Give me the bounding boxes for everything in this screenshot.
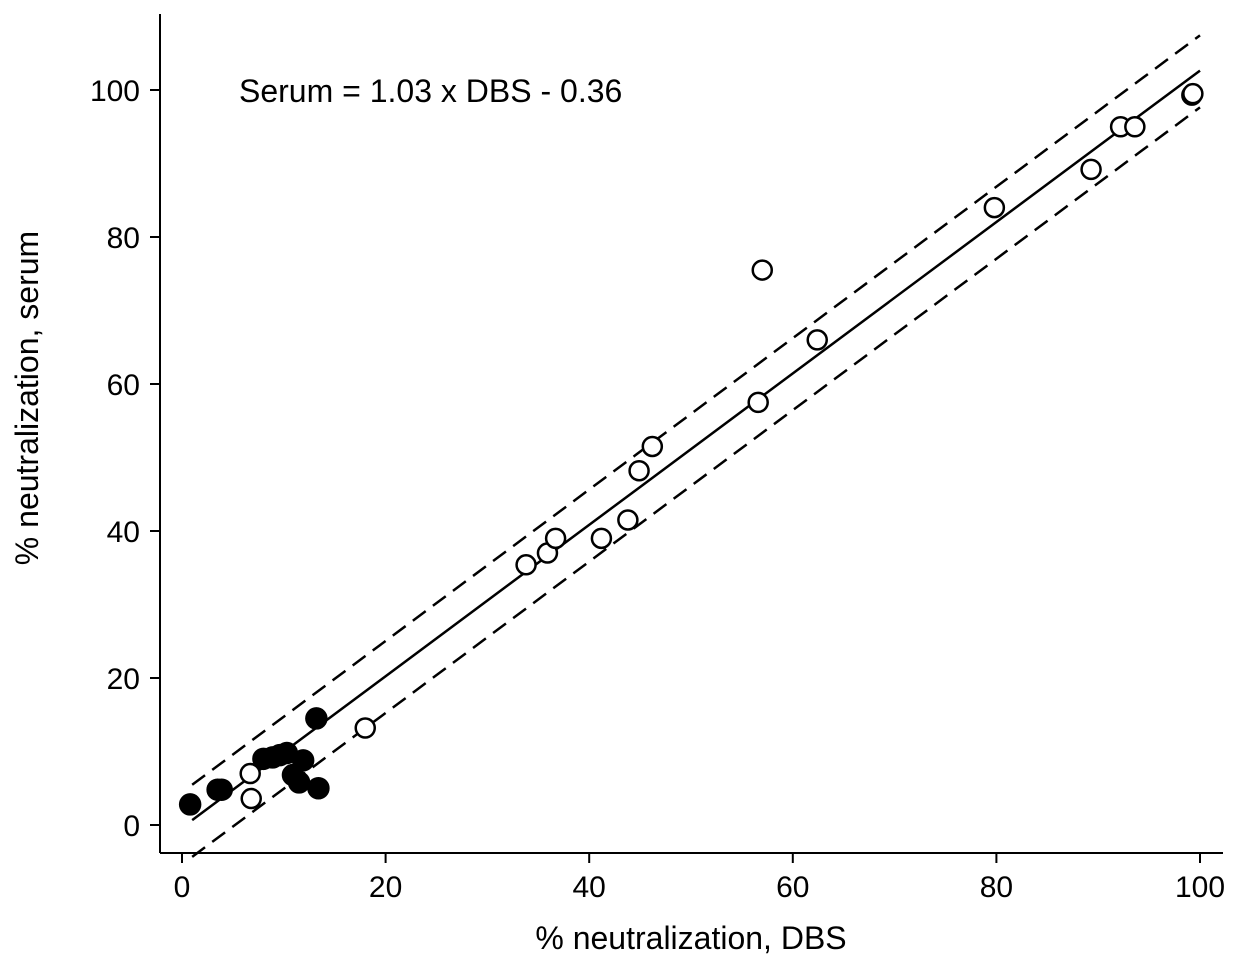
open-data-point — [242, 789, 261, 808]
open-data-point — [618, 510, 637, 529]
regression-equation: Serum = 1.03 x DBS - 0.36 — [239, 73, 622, 109]
y-tick-label: 0 — [123, 810, 140, 843]
x-tick-label: 20 — [369, 871, 402, 904]
open-data-point — [749, 393, 768, 412]
open-data-point — [1082, 160, 1101, 179]
y-axis-title: % neutralization, serum — [9, 231, 45, 565]
y-tick-label: 20 — [107, 663, 140, 696]
open-data-point — [546, 529, 565, 548]
x-tick-label: 0 — [174, 871, 191, 904]
x-tick-label: 40 — [573, 871, 606, 904]
y-tick-label: 60 — [107, 369, 140, 402]
x-tick-label: 100 — [1175, 871, 1225, 904]
open-data-point — [643, 437, 662, 456]
open-data-point — [630, 461, 649, 480]
x-axis-title: % neutralization, DBS — [535, 920, 846, 955]
filled-data-point — [293, 750, 313, 770]
y-tick-label: 100 — [90, 75, 140, 108]
open-data-point — [753, 261, 772, 280]
x-tick-label: 60 — [776, 871, 809, 904]
filled-data-point — [306, 708, 326, 728]
upper-confidence-line — [192, 35, 1200, 784]
y-tick-label: 40 — [107, 516, 140, 549]
y-tick-label: 80 — [107, 222, 140, 255]
open-data-point — [592, 529, 611, 548]
lower-confidence-line — [192, 107, 1200, 856]
filled-data-point — [212, 780, 232, 800]
open-data-point — [985, 198, 1004, 217]
regression-line — [192, 71, 1200, 820]
open-data-point — [1125, 117, 1144, 136]
open-data-point — [356, 718, 375, 737]
filled-data-point — [308, 778, 328, 798]
x-tick-label: 80 — [980, 871, 1013, 904]
filled-data-point — [180, 794, 200, 814]
open-data-point — [1183, 84, 1202, 103]
regression-lines — [192, 35, 1200, 857]
open-data-point — [517, 555, 536, 574]
filled-data-point — [289, 772, 309, 792]
open-data-point — [808, 330, 827, 349]
